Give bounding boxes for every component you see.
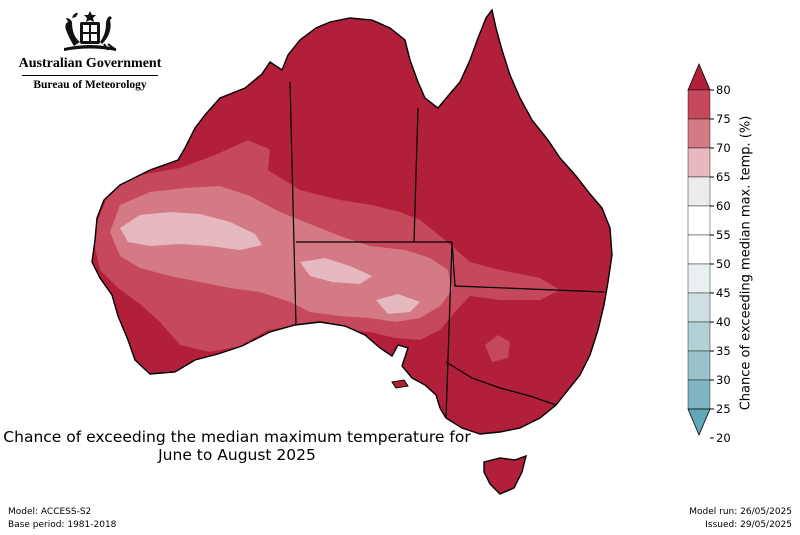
colorbar-tick-label: 35 [716, 344, 731, 358]
colorbar-tick-label: 65 [716, 170, 731, 184]
colorbar-tick-label: 60 [716, 199, 731, 213]
map-title-line-2: June to August 2025 [158, 446, 316, 464]
coat-of-arms-icon [64, 11, 117, 51]
state-borders [289, 81, 605, 419]
colorbar-max-arrow [687, 62, 711, 91]
colorbar-label: Chance of exceeding median max. temp. (%… [736, 58, 756, 468]
colorbar-cell [687, 89, 711, 120]
bom-logo: Australian Government Bureau of Meteorol… [10, 8, 170, 91]
colorbar-cell [687, 147, 711, 178]
tasmania [483, 454, 527, 495]
colorbar-tick-label: 40 [716, 315, 731, 329]
footer-right: Model run: 26/05/2025 Issued: 29/05/2025 [689, 506, 792, 532]
issued-date: Issued: 29/05/2025 [705, 520, 792, 530]
colorbar-cell [687, 379, 711, 410]
kangaroo-island [391, 379, 409, 389]
government-name: Australian Government [18, 56, 162, 71]
logo-divider [22, 75, 158, 76]
colorbar-tick-label: 80 [716, 83, 731, 97]
colorbar-label-text: Chance of exceeding median max. temp. (%… [738, 115, 754, 411]
colorbar-cell [687, 234, 711, 265]
coastline [91, 8, 613, 435]
colorbar-tick-label: 45 [716, 286, 731, 300]
colorbar-cell [687, 350, 711, 381]
colorbar-tick-label: 75 [716, 112, 731, 126]
colorbar-min-arrow [687, 408, 711, 437]
colorbar-cell [687, 205, 711, 236]
colorbar-tick-label: 20 [716, 431, 731, 445]
colorbar-cell [687, 176, 711, 207]
colorbar-tick-label: 70 [716, 141, 731, 155]
base-period: Base period: 1981-2018 [8, 520, 117, 530]
colorbar-cell [687, 292, 711, 323]
model-name: Model: ACCESS-S2 [8, 507, 92, 517]
colorbar-cell [687, 118, 711, 149]
map-title: Chance of exceeding the median maximum t… [0, 428, 474, 464]
map-title-line-1: Chance of exceeding the median maximum t… [3, 428, 471, 446]
model-run-date: Model run: 26/05/2025 [689, 507, 792, 517]
footer-left: Model: ACCESS-S2 Base period: 1981-2018 [8, 506, 116, 532]
region-70-75 [485, 335, 510, 362]
colorbar-tick-label: 55 [716, 228, 731, 242]
colorbar-cells [687, 62, 711, 437]
region-70-75 [230, 142, 268, 160]
colorbar-cell [687, 321, 711, 352]
colorbar: 80 75 70 65 60 55 50 45 40 35 30 25 20 [687, 62, 731, 445]
bureau-name: Bureau of Meteorology [33, 79, 147, 91]
region-60-65 [120, 212, 262, 250]
colorbar-tick-label: 25 [716, 402, 731, 416]
colorbar-tick-label: 50 [716, 257, 731, 271]
region-60-65 [300, 258, 372, 284]
colorbar-cell [687, 263, 711, 294]
colorbar-ticks: 80 75 70 65 60 55 50 45 40 35 30 25 20 [710, 83, 731, 445]
region-60-65 [376, 294, 420, 314]
colorbar-tick-label: 30 [716, 373, 731, 387]
